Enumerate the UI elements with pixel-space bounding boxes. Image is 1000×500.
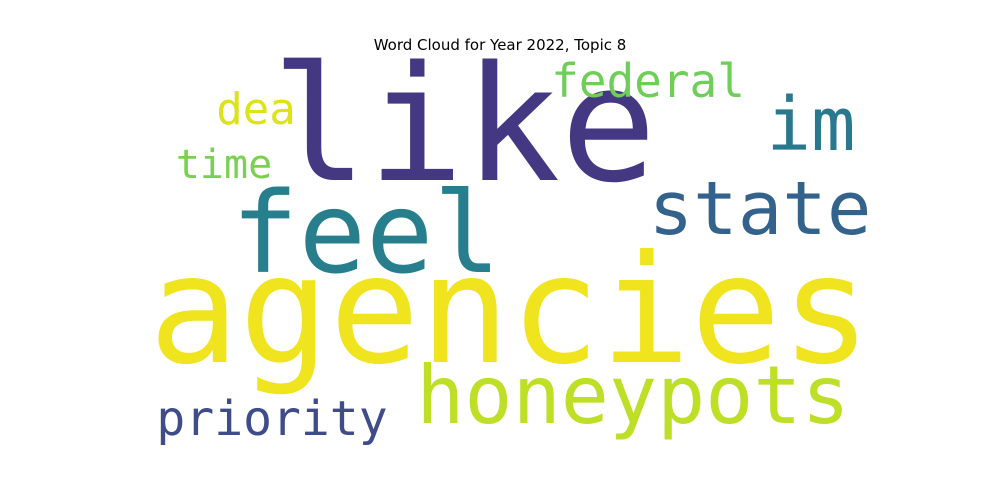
word-dea: dea — [216, 84, 295, 135]
word-like: like — [271, 31, 656, 218]
word-honeypots: honeypots — [416, 349, 849, 442]
chart-title: Word Cloud for Year 2022, Topic 8 — [373, 36, 627, 54]
word-agencies: agencies — [149, 224, 871, 398]
word-feel: feel — [231, 169, 501, 299]
word-im: im — [766, 82, 855, 168]
word-federal: federal — [551, 54, 745, 108]
word-time: time — [176, 142, 272, 188]
word-state: state — [649, 166, 872, 252]
word-priority: priority — [156, 391, 387, 447]
